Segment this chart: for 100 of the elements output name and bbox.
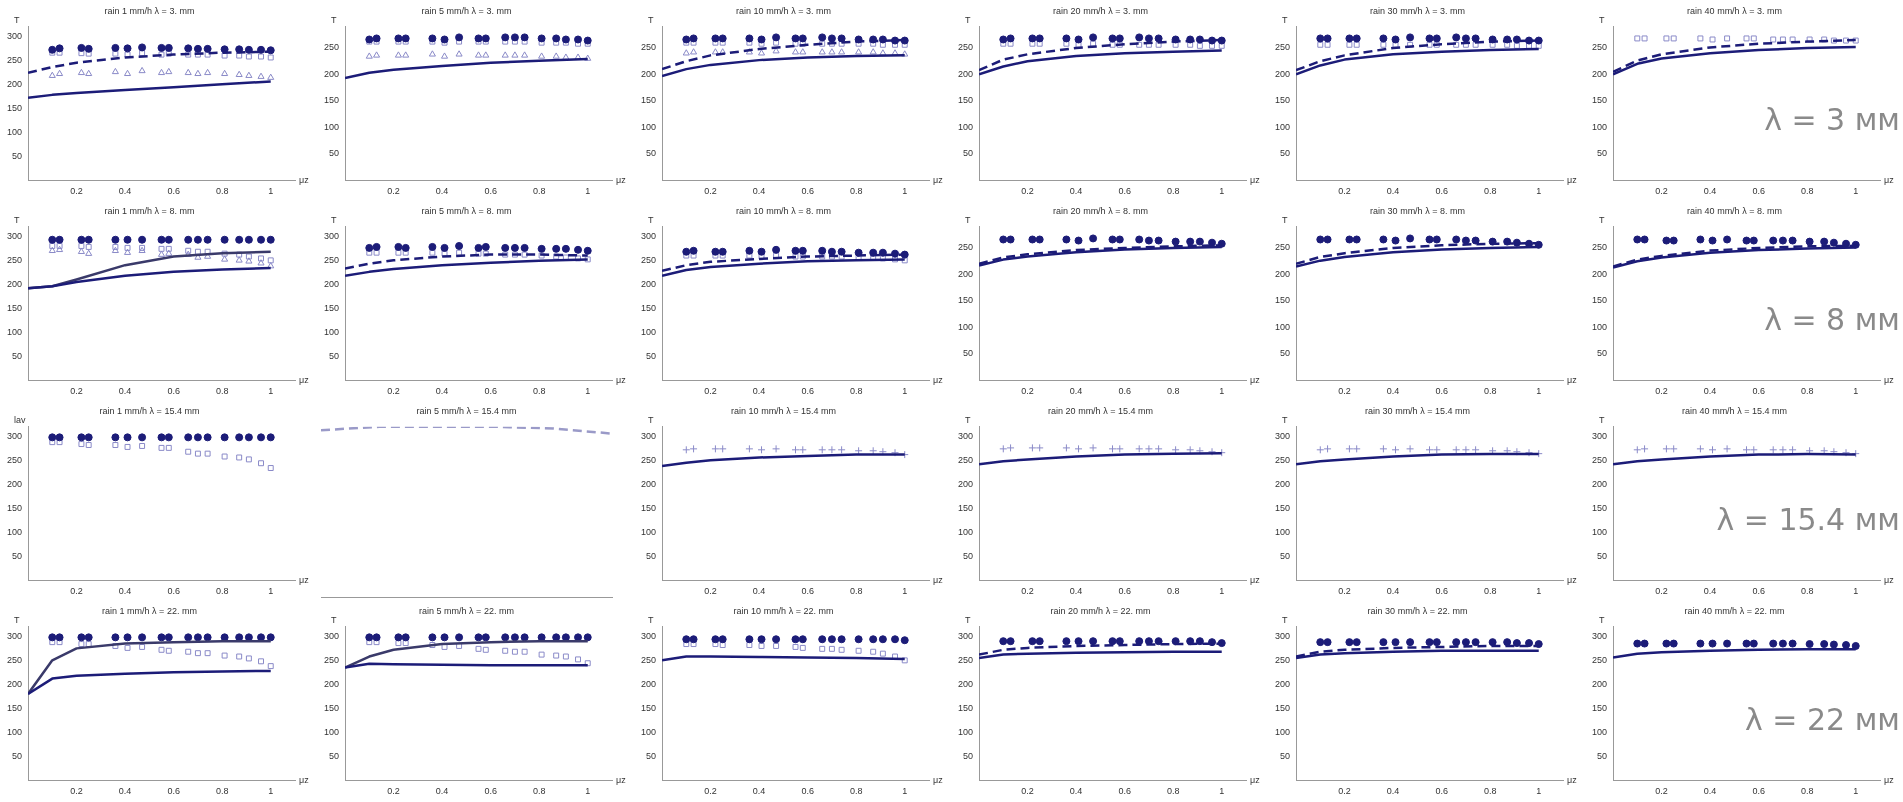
y-axis-title: T (965, 14, 972, 25)
chart-title: rain 1 mm/h λ = 8. mm (104, 205, 195, 216)
chart-title: rain 1 mm/h λ = 22. mm (102, 605, 197, 616)
point (901, 257, 908, 264)
point (85, 442, 92, 448)
point (456, 249, 463, 256)
x-tick-label: 0.2 (1338, 786, 1351, 797)
x-tick-label: 0.4 (1703, 186, 1717, 197)
point (258, 460, 264, 467)
chart-title: rain 40 mm/h λ = 15.4 mm (1682, 405, 1787, 416)
point (474, 243, 483, 252)
point (235, 235, 244, 244)
x-tick-label: 1 (1219, 186, 1225, 197)
point (111, 433, 120, 442)
y-tick-label: 50 (1597, 148, 1608, 159)
point (267, 73, 275, 80)
point (77, 43, 86, 52)
point (798, 34, 807, 43)
point (583, 246, 592, 255)
x-tick-label: 0.8 (1483, 786, 1497, 797)
point (193, 633, 202, 642)
y-tick-label: 200 (1591, 678, 1608, 689)
point (157, 43, 166, 52)
point (165, 50, 172, 57)
x-tick-label: 0.8 (849, 786, 863, 797)
point (203, 235, 212, 244)
y-tick-label: 300 (6, 630, 23, 641)
x-tick-label: 0.6 (167, 586, 180, 597)
x-tick-label: 0.2 (1338, 186, 1351, 197)
y-tick-label: 50 (329, 148, 340, 159)
point (502, 647, 509, 654)
point (158, 51, 165, 58)
point (245, 53, 252, 60)
y-axis-title: T (331, 14, 338, 25)
x-tick-label: 1 (268, 786, 274, 797)
y-tick-label: 50 (329, 350, 340, 361)
point (184, 68, 192, 76)
x-tick-label: 1 (1219, 386, 1225, 397)
point (139, 643, 146, 650)
y-tick-label: 100 (323, 326, 340, 337)
point (879, 650, 886, 657)
point (575, 255, 581, 262)
y-axis-title: T (14, 214, 21, 225)
x-tick-label: 0.4 (1386, 386, 1400, 397)
x-tick-label: 1 (1536, 786, 1542, 797)
point (482, 646, 489, 653)
x-tick-label: 0.6 (801, 186, 814, 197)
chart-title: rain 30 mm/h λ = 15.4 mm (1365, 405, 1470, 416)
point (194, 650, 201, 657)
point (258, 53, 264, 60)
x-axis-title: μz (933, 774, 944, 785)
point (828, 645, 835, 652)
y-tick-label: 100 (6, 126, 23, 137)
point (193, 433, 202, 442)
point (245, 655, 252, 662)
y-tick-label: 50 (646, 148, 657, 159)
x-axis-title: μz (299, 774, 310, 785)
x-tick-label: 1 (1853, 586, 1859, 597)
x-tick-label: 0.4 (1703, 586, 1717, 597)
y-tick-label: 150 (640, 702, 657, 713)
y-tick-label: 150 (1591, 295, 1608, 306)
point (267, 663, 274, 670)
y-axis-title: T (965, 414, 972, 425)
point (440, 243, 449, 252)
point (236, 52, 243, 59)
point (537, 244, 546, 253)
y-axis-title: T (1282, 614, 1289, 625)
x-tick-label: 0.4 (435, 186, 449, 197)
x-tick-label: 0.8 (849, 586, 863, 597)
y-tick-label: 250 (640, 654, 657, 665)
y-axis-title: T (1599, 414, 1606, 425)
point (365, 243, 374, 252)
point (123, 633, 132, 642)
x-tick-label: 0.4 (752, 186, 766, 197)
y-axis-title: T (1282, 214, 1289, 225)
point (244, 433, 253, 442)
point (718, 635, 727, 644)
x-tick-label: 0.6 (1118, 786, 1131, 797)
point (85, 641, 92, 648)
point (429, 642, 436, 648)
point (366, 249, 373, 256)
y-tick-label: 300 (323, 230, 340, 241)
y-tick-label: 150 (1274, 502, 1291, 513)
x-tick-label: 0.8 (1166, 386, 1180, 397)
point (124, 443, 131, 450)
point (185, 448, 192, 455)
point (394, 633, 403, 642)
point (746, 642, 753, 648)
point (194, 248, 201, 255)
point (194, 69, 202, 77)
point (718, 34, 727, 43)
point (799, 253, 806, 260)
point (757, 635, 766, 644)
y-tick-label: 250 (640, 42, 657, 53)
x-tick-label: 1 (1853, 786, 1859, 797)
x-tick-label: 0.8 (215, 386, 229, 397)
x-tick-label: 0.6 (1435, 186, 1448, 197)
point (683, 641, 690, 648)
point (502, 251, 509, 258)
point (124, 69, 132, 77)
